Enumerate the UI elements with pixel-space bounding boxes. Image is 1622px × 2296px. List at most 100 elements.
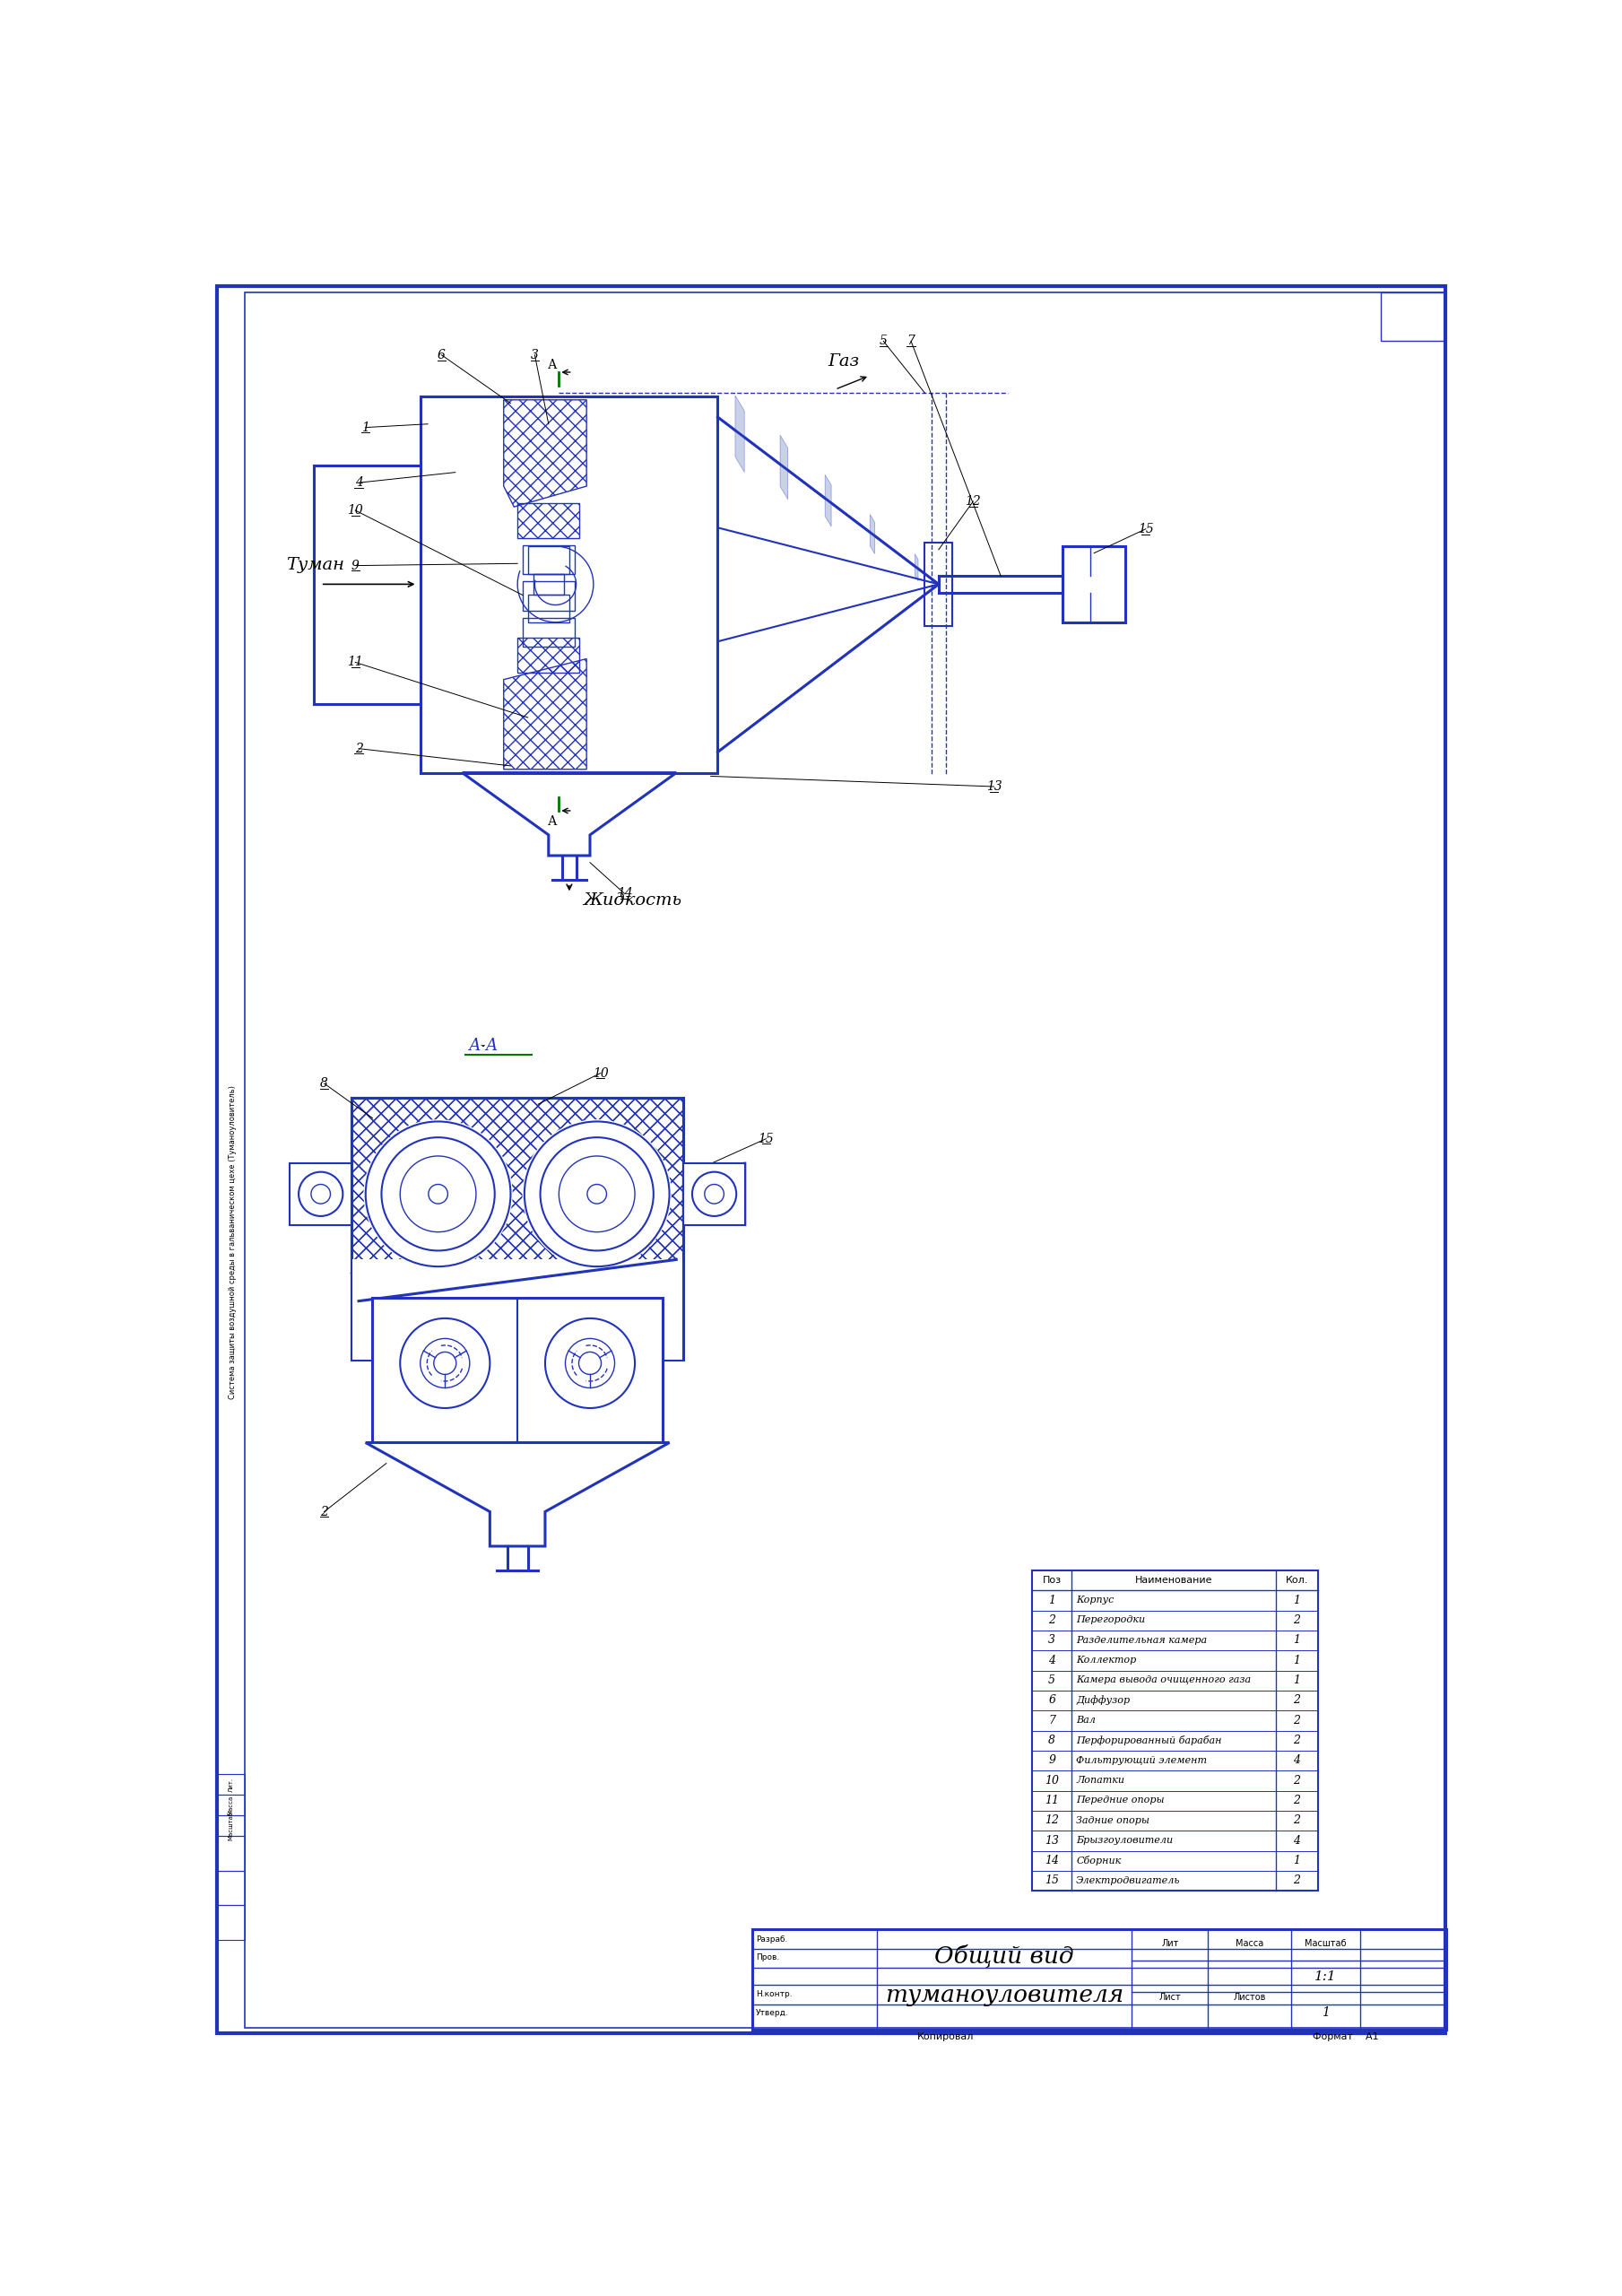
Polygon shape	[735, 395, 744, 473]
Bar	[753, 1929, 1447, 2030]
Text: 2: 2	[1293, 1694, 1301, 1706]
Text: 1: 1	[1293, 1655, 1301, 1667]
Circle shape	[401, 1318, 490, 1407]
Bar	[522, 581, 574, 611]
Text: Фильтрующий элемент: Фильтрующий элемент	[1075, 1756, 1207, 1766]
Bar	[420, 397, 717, 774]
Text: 8: 8	[1048, 1733, 1056, 1745]
Polygon shape	[683, 1164, 746, 1226]
Bar	[290, 1164, 352, 1226]
Circle shape	[560, 1155, 634, 1233]
Polygon shape	[780, 436, 788, 498]
Text: Масса: Масса	[1236, 1938, 1264, 1947]
Text: 8: 8	[320, 1077, 328, 1091]
Text: А-А: А-А	[469, 1038, 498, 1054]
Bar	[1032, 1570, 1319, 1892]
Text: 1: 1	[1322, 2007, 1330, 2018]
Text: Наименование: Наименование	[1135, 1575, 1212, 1584]
Bar	[352, 1097, 683, 1359]
Text: Кол.: Кол.	[1286, 1575, 1309, 1584]
Text: 11: 11	[347, 657, 363, 668]
Circle shape	[428, 1185, 448, 1203]
Text: 2: 2	[1293, 1715, 1301, 1727]
Bar	[527, 546, 569, 574]
Text: 5: 5	[1048, 1674, 1056, 1685]
Text: 1:1: 1:1	[1314, 1970, 1337, 1984]
Text: Перегородки: Перегородки	[1075, 1616, 1145, 1626]
Text: 1: 1	[1048, 1593, 1056, 1605]
Text: Поз: Поз	[1043, 1575, 1061, 1584]
Text: 7: 7	[1048, 1715, 1056, 1727]
Polygon shape	[869, 514, 874, 553]
Text: 13: 13	[1045, 1835, 1059, 1846]
Bar	[373, 1297, 662, 1442]
Bar	[217, 1906, 245, 1940]
Circle shape	[420, 1339, 470, 1387]
Circle shape	[566, 1339, 615, 1387]
Text: Задние опоры: Задние опоры	[1075, 1816, 1150, 1825]
Text: Лопатки: Лопатки	[1075, 1775, 1124, 1784]
Text: 1: 1	[1293, 1674, 1301, 1685]
Text: 2: 2	[1293, 1814, 1301, 1825]
Bar	[522, 544, 574, 574]
Text: 2: 2	[355, 742, 363, 755]
Text: 4: 4	[1293, 1835, 1301, 1846]
Text: туманоуловителя: туманоуловителя	[886, 1984, 1124, 2007]
Text: 15: 15	[1137, 523, 1153, 535]
Text: Листов: Листов	[1233, 1993, 1265, 2002]
Circle shape	[433, 1352, 456, 1375]
Text: 1: 1	[1293, 1635, 1301, 1646]
Circle shape	[397, 1316, 493, 1412]
Text: Жидкость: Жидкость	[582, 893, 681, 909]
Text: Камера вывода очищенного газа: Камера вывода очищенного газа	[1075, 1676, 1251, 1685]
Polygon shape	[915, 553, 918, 581]
Text: 14: 14	[616, 886, 633, 900]
Text: 15: 15	[757, 1132, 774, 1146]
Text: Брызгоуловители: Брызгоуловители	[1075, 1837, 1173, 1846]
Text: 4: 4	[1048, 1655, 1056, 1667]
Text: Формат    А1: Формат А1	[1312, 2032, 1379, 2041]
Text: 2: 2	[1293, 1733, 1301, 1745]
Text: 9: 9	[352, 560, 358, 572]
Text: Система защиты воздушной среды в гальваническом цехе (Туманоуловитель): Система защиты воздушной среды в гальван…	[229, 1086, 237, 1398]
Text: Масштаб: Масштаб	[1304, 1938, 1346, 1947]
Text: 10: 10	[1045, 1775, 1059, 1786]
Text: А: А	[547, 358, 556, 372]
Bar	[1062, 546, 1126, 622]
Text: 2: 2	[1048, 1614, 1056, 1626]
Text: 9: 9	[1048, 1754, 1056, 1766]
Text: 15: 15	[1045, 1874, 1059, 1887]
Text: 10: 10	[592, 1068, 608, 1079]
Text: Утверд.: Утверд.	[756, 2009, 788, 2018]
Circle shape	[545, 1318, 634, 1407]
Bar	[1380, 294, 1445, 342]
Bar	[352, 1097, 683, 1359]
Bar	[217, 1871, 245, 1906]
Text: 2: 2	[320, 1506, 328, 1518]
Text: 14: 14	[1045, 1855, 1059, 1867]
Text: Пров.: Пров.	[756, 1954, 779, 1961]
Text: Масштаб: Масштаб	[229, 1812, 234, 1841]
Text: 2: 2	[1293, 1775, 1301, 1786]
Text: 11: 11	[1045, 1795, 1059, 1807]
Text: 1: 1	[1293, 1593, 1301, 1605]
Text: Газ: Газ	[829, 354, 860, 370]
Text: Электродвигатель: Электродвигатель	[1075, 1876, 1181, 1885]
Text: 2: 2	[1293, 1614, 1301, 1626]
Bar	[352, 1097, 683, 1359]
Text: Масса: Масса	[229, 1795, 234, 1816]
Text: Передние опоры: Передние опоры	[1075, 1795, 1165, 1805]
Circle shape	[401, 1155, 477, 1233]
Text: 4: 4	[1293, 1754, 1301, 1766]
Bar	[522, 618, 574, 647]
Circle shape	[522, 1120, 672, 1270]
Text: Вал: Вал	[1075, 1715, 1095, 1724]
Text: 1: 1	[1293, 1855, 1301, 1867]
Bar	[217, 1816, 245, 1837]
Text: 2: 2	[1293, 1795, 1301, 1807]
Circle shape	[579, 1352, 602, 1375]
Polygon shape	[365, 1442, 670, 1545]
Polygon shape	[826, 475, 830, 526]
Text: Сборник: Сборник	[1075, 1855, 1121, 1864]
Bar	[217, 1837, 245, 1871]
